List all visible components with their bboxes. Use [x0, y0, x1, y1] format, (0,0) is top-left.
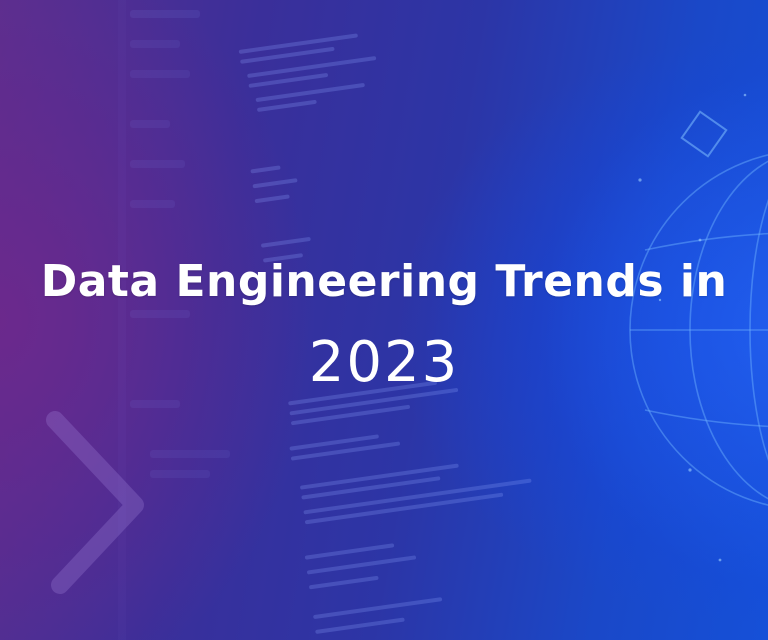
banner-year: 2023	[308, 330, 460, 395]
banner-title: Data Engineering Trends in	[40, 256, 728, 307]
